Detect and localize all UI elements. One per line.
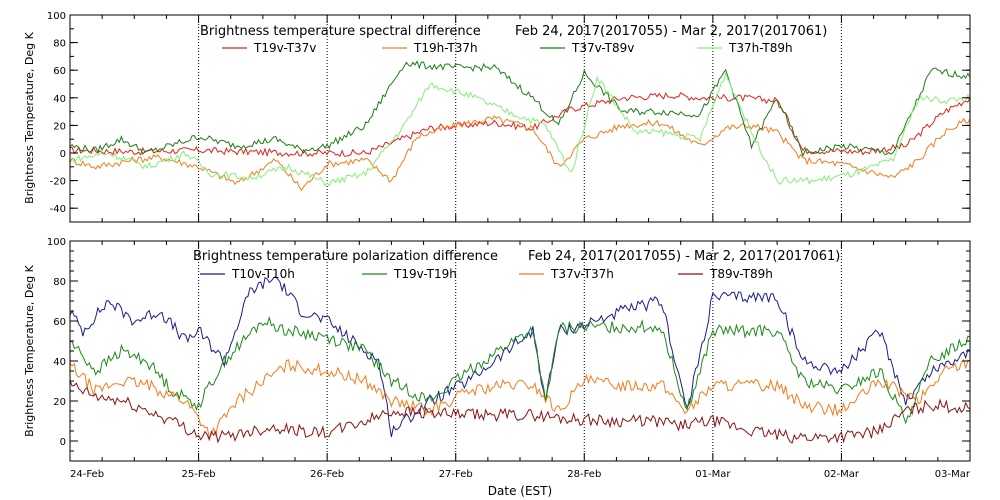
top-ytick-label: 0 — [60, 149, 66, 160]
series-line-t10v-t10h — [69, 276, 971, 438]
legend-label-t19v-t19h: T19v-T19h — [393, 267, 457, 281]
xtick-label-03-mar: 03-Mar — [935, 469, 971, 480]
xtick-label-02-mar: 02-Mar — [824, 469, 860, 480]
bottom-panel-series-layer — [69, 276, 971, 444]
legend-label-t19h-t37h: T19h-T37h — [413, 41, 478, 55]
xtick-label-01-mar: 01-Mar — [695, 469, 731, 480]
top-panel-date-range: Feb 24, 2017(2017055) - Mar 2, 2017(2017… — [515, 24, 827, 39]
legend-label-t37h-t89h: T37h-T89h — [728, 41, 793, 55]
xtick-label-24-feb: 24-Feb — [70, 469, 104, 480]
xtick-label-28-feb: 28-Feb — [567, 469, 601, 480]
top-ytick-label: 80 — [53, 39, 66, 50]
top-ytick-label: 40 — [53, 94, 66, 105]
top-panel-series-layer — [69, 60, 971, 191]
legend-label-t89v-t89h: T89v-T89h — [709, 267, 773, 281]
top-panel-ylabel: Brightness Temperature, Deg K — [23, 31, 36, 203]
series-line-t37v-t89v — [69, 60, 971, 158]
series-line-t37v-t37h — [69, 358, 971, 440]
series-line-t37h-t89h — [69, 70, 971, 187]
x-axis-label: Date (EST) — [488, 484, 552, 498]
bottom-ytick-label: 60 — [53, 317, 66, 328]
legend-label-t10v-t10h: T10v-T10h — [231, 267, 295, 281]
bottom-ytick-label: 80 — [53, 277, 66, 288]
top-panel-ticks: -40 -20 0 20 40 60 80 100 — [47, 11, 971, 223]
legend-label-t19v-t37v: T19v-T37v — [253, 41, 316, 55]
bottom-ytick-label: 100 — [47, 237, 66, 248]
series-line-t19v-t37v — [69, 92, 971, 158]
bottom-panel-legend: T10v-T10h T19v-T19h T37v-T37h T89v-T89h — [200, 267, 773, 281]
bottom-ytick-label: 20 — [53, 397, 66, 408]
bottom-ytick-label: 40 — [53, 357, 66, 368]
polarization-difference-panel: 0 20 40 60 80 100 Brightness temperature pola… — [23, 237, 971, 498]
xtick-label-26-feb: 26-Feb — [310, 469, 344, 480]
bottom-ytick-label: 0 — [60, 437, 66, 448]
bottom-panel-title: Brightness temperature polarization diff… — [193, 249, 498, 264]
bottom-panel-ylabel: Brightness Temperature, Deg K — [23, 264, 36, 436]
series-line-t19v-t19h — [69, 315, 971, 425]
legend-label-t37v-t37h: T37v-T37h — [550, 267, 614, 281]
top-ytick-label: -40 — [50, 204, 66, 215]
top-panel-title: Brightness temperature spectral differen… — [200, 24, 481, 39]
bottom-panel-ticks: 0 20 40 60 80 100 — [47, 237, 971, 462]
bottom-panel-date-range: Feb 24, 2017(2017055) - Mar 2, 2017(2017… — [528, 249, 840, 264]
top-ytick-label: 100 — [47, 11, 66, 22]
top-ytick-label: 20 — [53, 121, 66, 132]
xtick-label-25-feb: 25-Feb — [182, 469, 216, 480]
x-axis-tick-labels: 24-Feb 25-Feb 26-Feb 27-Feb 28-Feb 01-Mar 02-M… — [70, 469, 971, 480]
series-line-t19h-t37h — [69, 115, 971, 191]
spectral-difference-panel: -40 -20 0 20 40 60 80 100 Brightness temperatur… — [23, 11, 971, 223]
top-ytick-label: 60 — [53, 66, 66, 77]
bottom-panel-gridlines — [198, 241, 842, 461]
xtick-label-27-feb: 27-Feb — [439, 469, 473, 480]
top-ytick-label: -20 — [50, 177, 66, 188]
series-line-t89v-t89h — [69, 380, 971, 444]
legend-label-t37v-t89v: T37v-T89v — [571, 41, 634, 55]
top-panel-legend: T19v-T37v T19h-T37h T37v-T89v T37h-T89h — [222, 41, 793, 55]
